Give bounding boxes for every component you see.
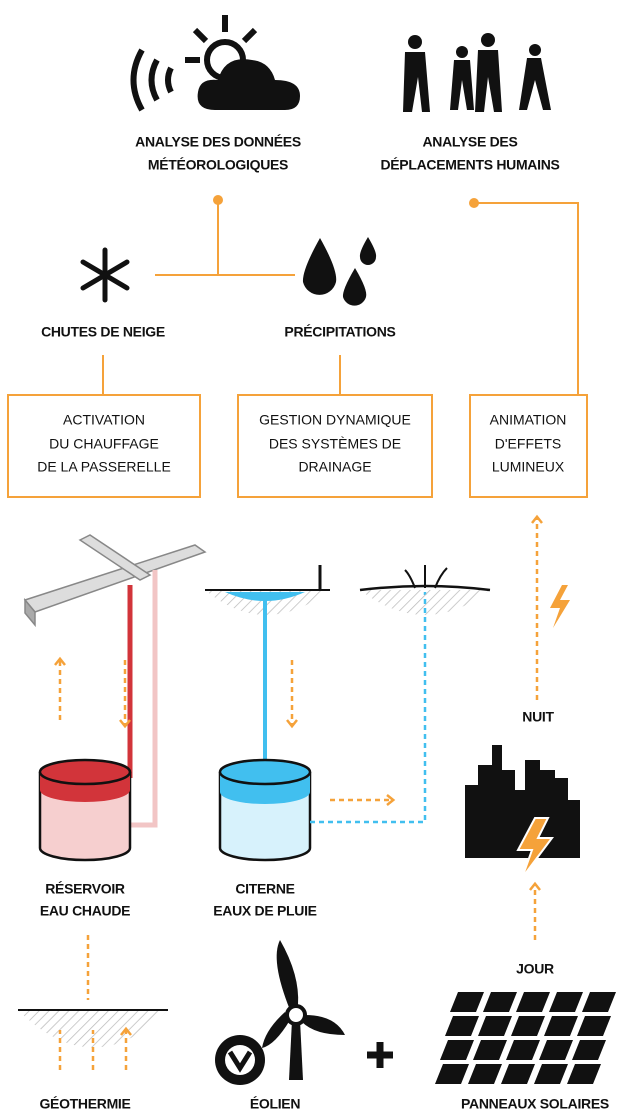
label: ANALYSE DES DONNÉES — [135, 134, 301, 150]
tank — [38, 758, 132, 862]
box — [7, 394, 201, 498]
solar-cell — [549, 992, 583, 1012]
solar-cell — [506, 1040, 540, 1060]
label: GÉOTHERMIE — [39, 1096, 130, 1112]
box-text: DES SYSTÈMES DE — [269, 436, 401, 452]
connectors — [102, 195, 579, 395]
label: NUIT — [522, 709, 554, 725]
label: EAUX DE PLUIE — [213, 903, 316, 919]
arrow — [58, 1030, 126, 1070]
label: DÉPLACEMENTS HUMAINS — [380, 157, 559, 173]
cloud — [197, 59, 300, 110]
plus — [367, 1042, 393, 1068]
tank — [218, 758, 312, 862]
solar-cell — [478, 1016, 512, 1036]
label: CITERNE — [235, 881, 294, 897]
label: ANALYSE DES — [423, 134, 518, 150]
box-text: ANIMATION — [490, 412, 567, 428]
label: ÉOLIEN — [250, 1096, 301, 1112]
lightning — [516, 817, 554, 879]
plant — [404, 565, 448, 589]
label: PANNEAUX SOLAIRES — [461, 1096, 609, 1112]
label: MÉTÉOROLOGIQUES — [148, 157, 288, 173]
metro-logo — [215, 1035, 265, 1085]
label: PRÉCIPITATIONS — [284, 324, 395, 340]
solar-cell — [440, 1040, 474, 1060]
box-text: GESTION DYNAMIQUE — [259, 412, 411, 428]
label: CHUTES DE NEIGE — [41, 324, 165, 340]
solar-cell — [511, 1016, 545, 1036]
solar-cell — [483, 992, 517, 1012]
water — [225, 592, 305, 601]
solar-cell — [544, 1016, 578, 1036]
solar-cell — [582, 992, 616, 1012]
people-icon — [403, 33, 551, 112]
lightning — [550, 585, 570, 628]
wind-turbine — [262, 940, 345, 1080]
solar-cell — [435, 1064, 469, 1084]
solar-cell — [534, 1064, 568, 1084]
ground — [360, 590, 490, 615]
solar-cell — [450, 992, 484, 1012]
box — [469, 394, 588, 498]
solar-cell — [567, 1064, 601, 1084]
solar-cell — [572, 1040, 606, 1060]
label: EAU CHAUDE — [40, 903, 130, 919]
solar-cell — [501, 1064, 535, 1084]
solar-cell — [473, 1040, 507, 1060]
box-text: LUMINEUX — [492, 459, 565, 475]
box — [237, 394, 433, 498]
solar-cell — [445, 1016, 479, 1036]
box-text: DE LA PASSERELLE — [37, 459, 171, 475]
solar-panels — [435, 992, 616, 1084]
snowflake-icon — [80, 247, 130, 303]
bridge — [23, 534, 207, 628]
pipe — [125, 570, 158, 828]
city — [465, 745, 580, 858]
box-text: DU CHAUFFAGE — [49, 436, 159, 452]
box-text: D'EFFETS — [495, 436, 561, 452]
pipe — [310, 592, 427, 824]
solar-cell — [539, 1040, 573, 1060]
box-text: DRAINAGE — [298, 459, 371, 475]
solar-cell — [577, 1016, 611, 1036]
solar-cell — [468, 1064, 502, 1084]
label: JOUR — [516, 961, 554, 977]
box-text: ACTIVATION — [63, 412, 145, 428]
label: RÉSERVOIR — [45, 881, 125, 897]
solar-cell — [516, 992, 550, 1012]
drops-icon — [302, 237, 377, 306]
